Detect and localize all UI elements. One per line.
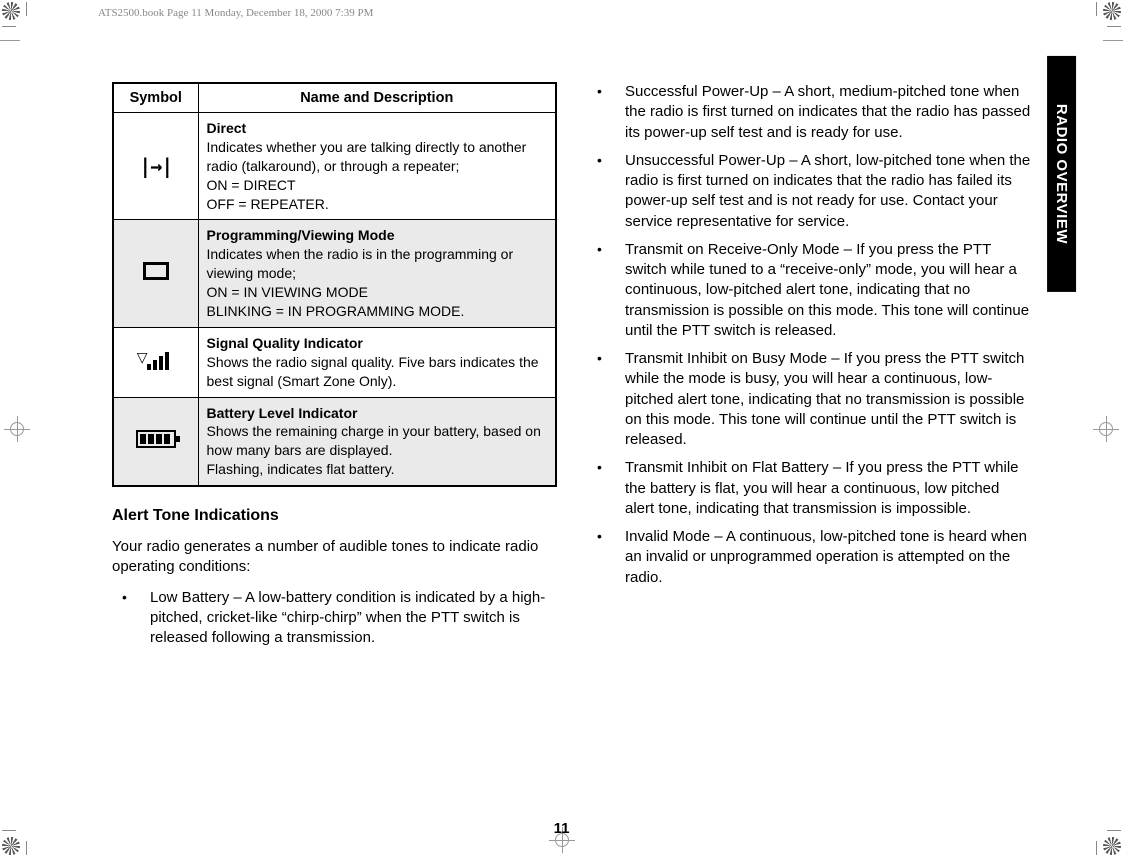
crop-mark-br	[1071, 805, 1121, 855]
crop-tick-left	[0, 40, 20, 41]
symbol-direct-icon: |→|	[113, 113, 198, 220]
table-row: ▽ Signal Quality Indicator Shows the rad…	[113, 327, 556, 397]
symbol-signal-desc: Signal Quality Indicator Shows the radio…	[198, 327, 556, 397]
bullets-right: Successful Power-Up – A short, medium-pi…	[587, 82, 1032, 588]
symbol-battery-desc: Battery Level Indicator Shows the remain…	[198, 397, 556, 486]
list-item: Successful Power-Up – A short, medium-pi…	[611, 82, 1032, 143]
side-tab: RADIO OVERVIEW	[1047, 56, 1076, 292]
th-symbol: Symbol	[113, 83, 198, 113]
symbol-mode-desc: Programming/Viewing Mode Indicates when …	[198, 220, 556, 327]
crop-mark-tr	[1071, 2, 1121, 52]
list-item: Transmit on Receive-Only Mode – If you p…	[611, 240, 1032, 341]
bullets-left: Low Battery – A low-battery condition is…	[112, 588, 557, 649]
list-item: Transmit Inhibit on Flat Battery – If yo…	[611, 458, 1032, 519]
page-content: Symbol Name and Description |→| Direct I…	[112, 82, 1072, 802]
print-header: ATS2500.book Page 11 Monday, December 18…	[98, 7, 373, 19]
symbol-mode-icon	[113, 220, 198, 327]
list-item: Transmit Inhibit on Busy Mode – If you p…	[611, 349, 1032, 450]
crop-mark-tl	[2, 2, 52, 52]
alert-tone-intro: Your radio generates a number of audible…	[112, 537, 557, 578]
table-row: Battery Level Indicator Shows the remain…	[113, 397, 556, 486]
alert-tone-heading: Alert Tone Indications	[112, 507, 557, 525]
registration-mark-right	[1093, 416, 1119, 442]
table-row: Programming/Viewing Mode Indicates when …	[113, 220, 556, 327]
list-item: Invalid Mode – A continuous, low-pitched…	[611, 527, 1032, 588]
th-description: Name and Description	[198, 83, 556, 113]
symbol-table: Symbol Name and Description |→| Direct I…	[112, 82, 557, 487]
crop-mark-bl	[2, 805, 52, 855]
symbol-direct-desc: Direct Indicates whether you are talking…	[198, 113, 556, 220]
registration-mark-left	[4, 416, 30, 442]
list-item: Unsuccessful Power-Up – A short, low-pit…	[611, 151, 1032, 232]
symbol-signal-icon: ▽	[113, 327, 198, 397]
symbol-battery-icon	[113, 397, 198, 486]
page-number: 11	[554, 820, 570, 837]
left-column: Symbol Name and Description |→| Direct I…	[112, 82, 557, 802]
list-item: Low Battery – A low-battery condition is…	[136, 588, 557, 649]
crop-tick-right	[1103, 40, 1123, 41]
table-row: |→| Direct Indicates whether you are tal…	[113, 113, 556, 220]
right-column: Successful Power-Up – A short, medium-pi…	[587, 82, 1032, 802]
